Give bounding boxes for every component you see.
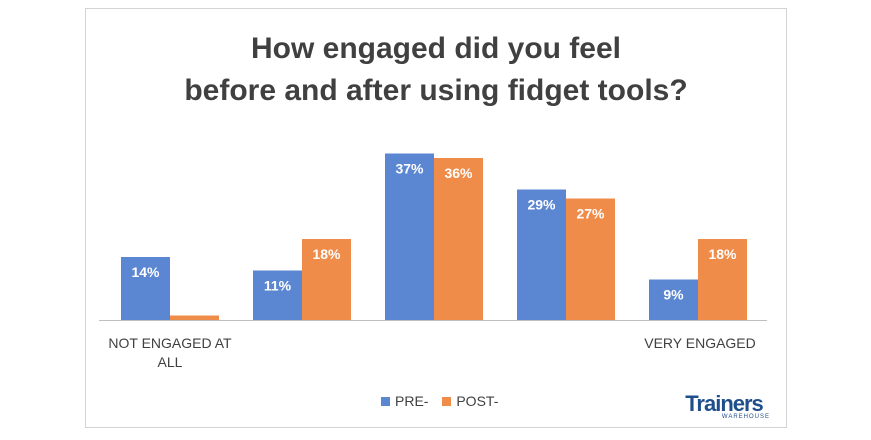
bar-post-5 <box>698 239 747 320</box>
legend-swatch-pre <box>381 397 390 406</box>
bar-post-3 <box>434 158 483 320</box>
data-label-pre-2: 11% <box>264 278 292 294</box>
legend-item-pre: PRE- <box>381 393 432 409</box>
legend-item-post: POST- <box>442 393 498 409</box>
chart-title-line1: How engaged did you feel <box>250 32 622 65</box>
data-label-pre-3: 37% <box>395 161 424 177</box>
bar-pre-1 <box>121 257 170 320</box>
logo-sub-text: WAREHOUSE <box>721 414 770 420</box>
data-label-pre-5: 9% <box>663 287 684 303</box>
data-label-post-5: 18% <box>708 246 737 262</box>
legend-label-pre: PRE- <box>395 393 429 409</box>
legend: PRE- POST- <box>381 393 498 409</box>
bar-pre-4 <box>517 189 566 320</box>
x-label-right: VERY ENGAGED <box>644 335 756 351</box>
x-label-left: NOT ENGAGED AT ALL <box>95 334 245 372</box>
bar-pre-3 <box>385 153 434 320</box>
bar-pre-5 <box>649 279 698 320</box>
x-label-left-line1: NOT ENGAGED AT <box>108 335 232 351</box>
bar-post-2 <box>302 239 351 320</box>
data-label-post-4: 27% <box>576 206 605 222</box>
data-label-pre-4: 29% <box>527 197 556 213</box>
data-label-pre-1: 14% <box>131 264 160 280</box>
logo-main-text: Trainers <box>685 391 764 416</box>
data-label-post-2: 18% <box>312 246 341 262</box>
bar-post-1 <box>170 315 219 320</box>
chart-title-line2: before and after using fidget tools? <box>184 74 688 107</box>
bar-pre-2 <box>253 270 302 320</box>
legend-label-post: POST- <box>456 393 499 409</box>
data-label-post-3: 36% <box>444 165 473 181</box>
legend-swatch-post <box>442 397 452 406</box>
trainers-warehouse-logo: Trainers WAREHOUSE <box>674 391 774 421</box>
x-label-left-line2: ALL <box>157 354 183 370</box>
bar-post-4 <box>566 198 615 320</box>
